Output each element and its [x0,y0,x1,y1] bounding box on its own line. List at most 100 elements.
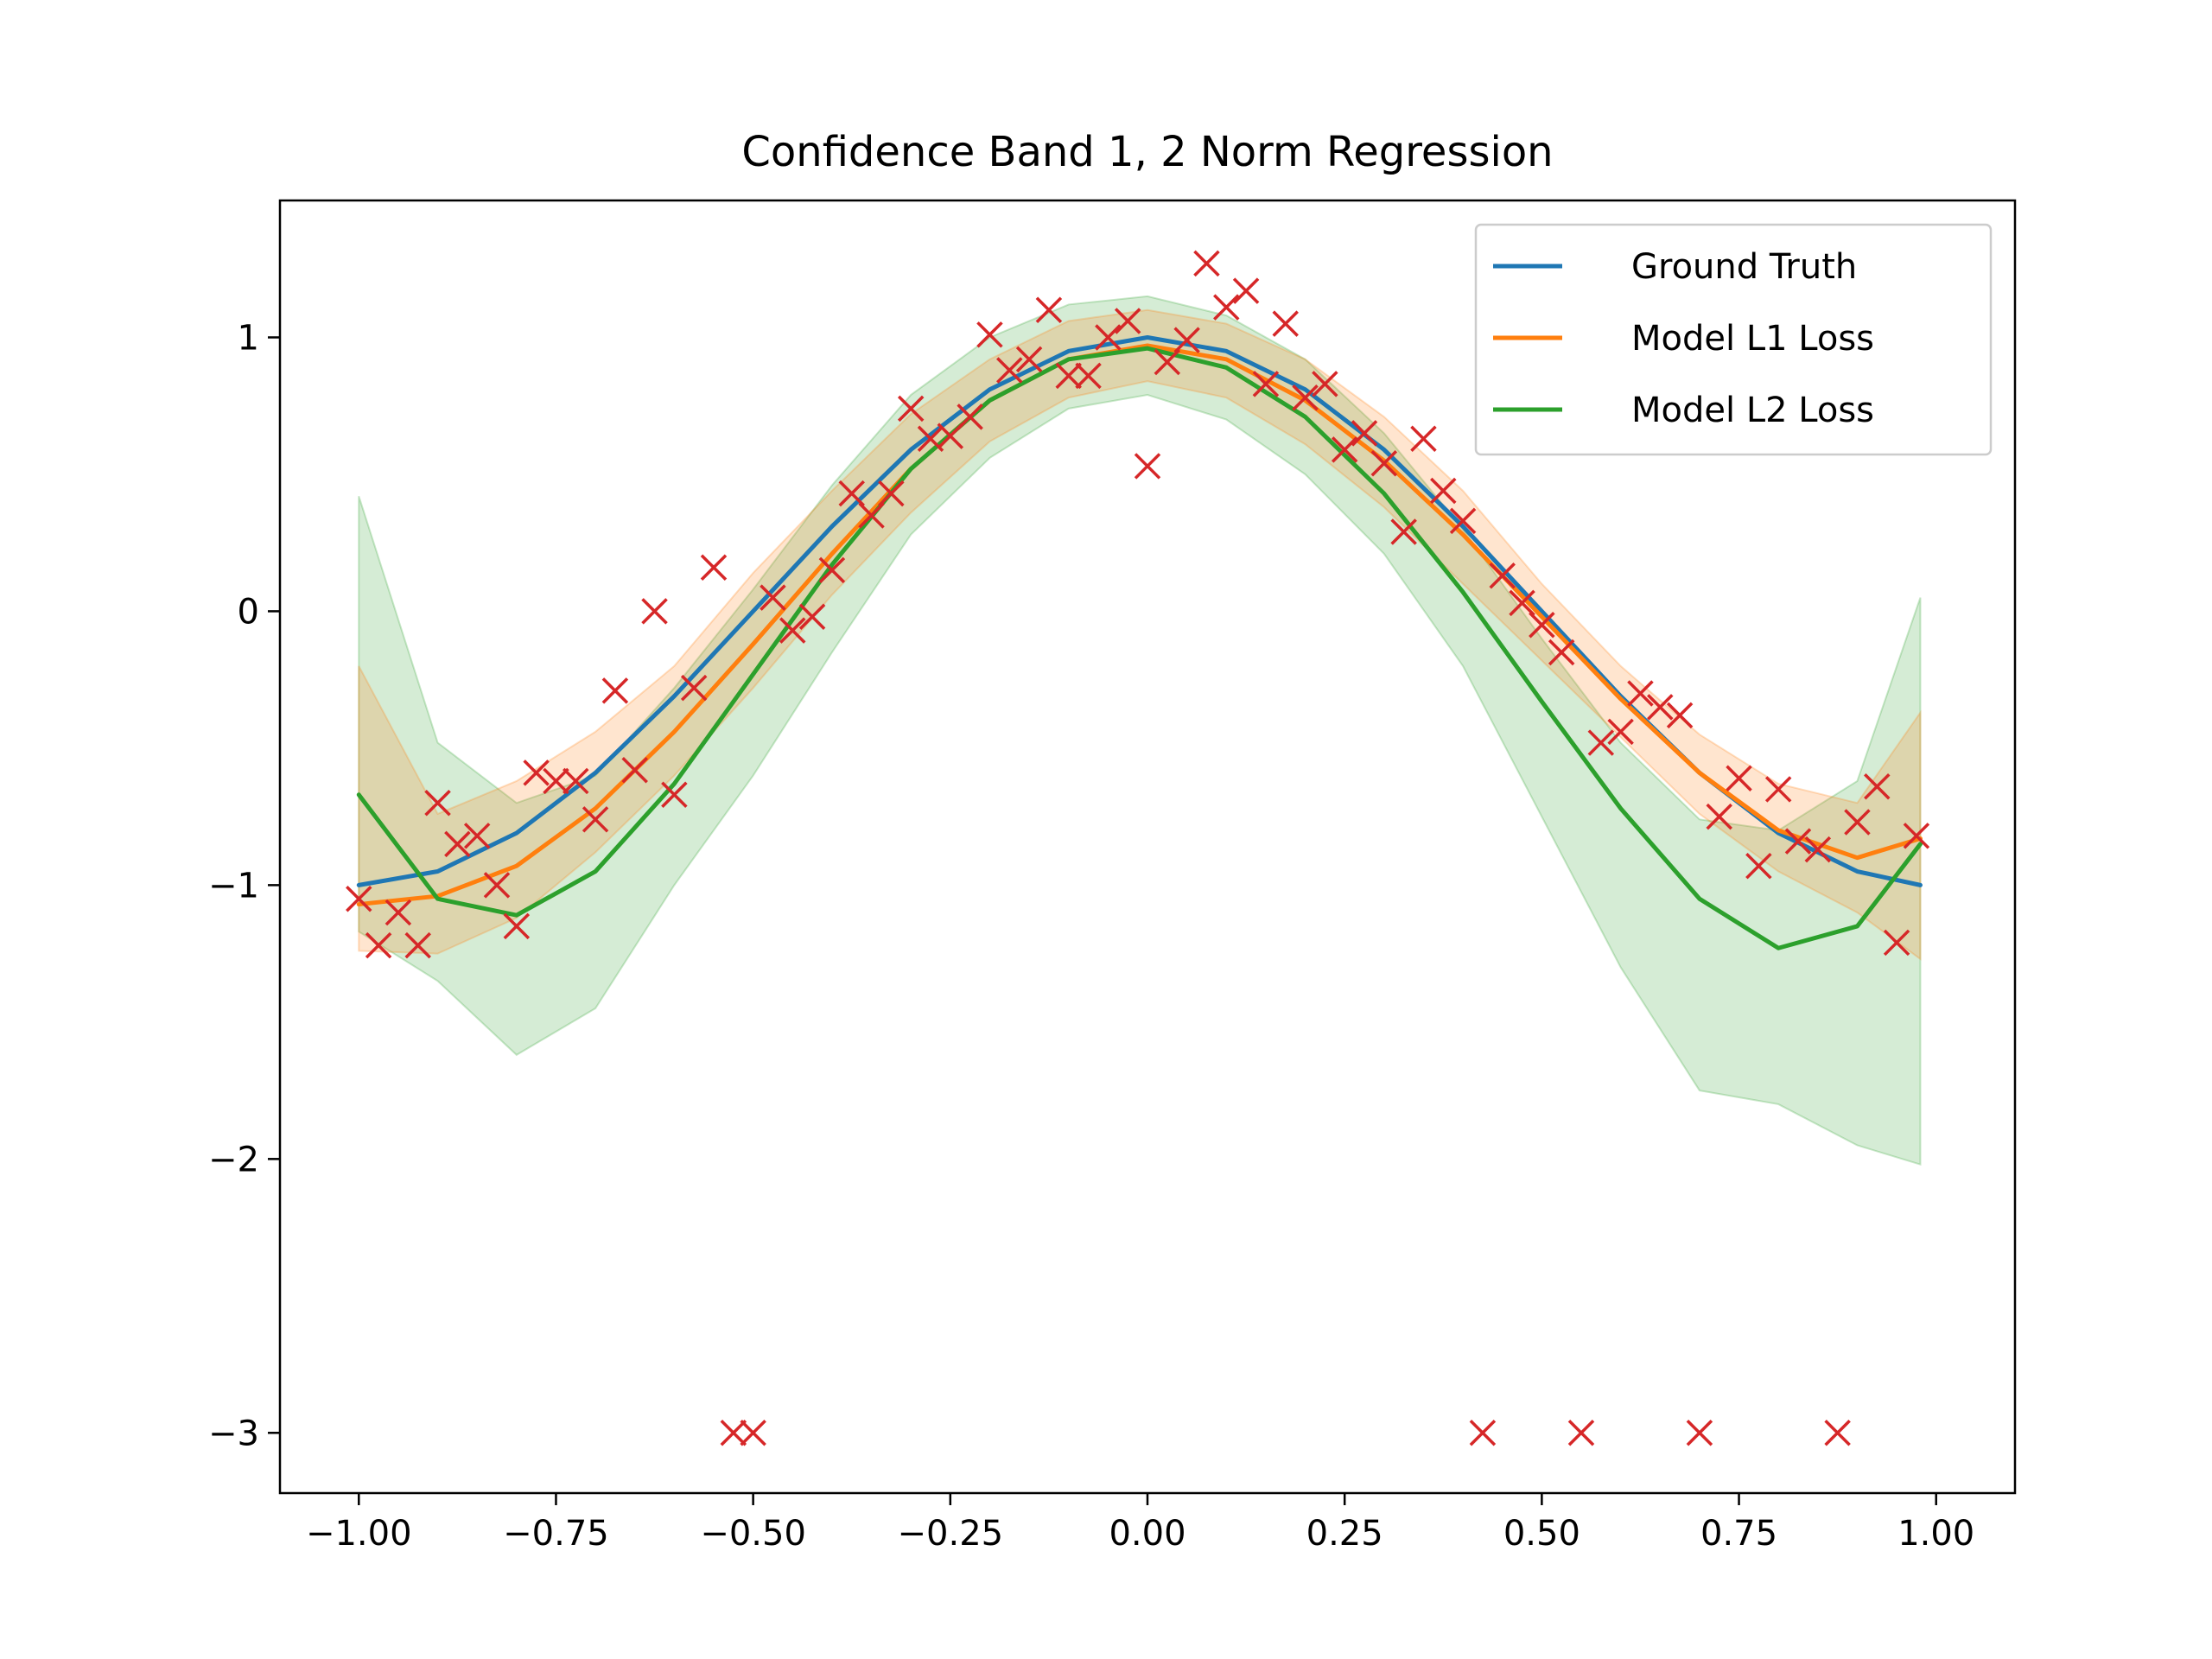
data-point [1351,420,1378,447]
data-point [760,584,786,611]
data-points [346,250,1930,1446]
data-point [1292,384,1319,411]
data-point [720,1420,747,1446]
x-tick-label: 1.00 [1897,1514,1974,1554]
legend-label-model-l1-loss: Model L1 Loss [1631,319,1874,359]
data-point [1883,929,1910,957]
data-point [1015,346,1043,373]
data-point [661,781,688,809]
line-model-l2-loss [356,346,1923,950]
data-point [1114,308,1141,334]
data-point [1726,765,1752,792]
confidence-bands [358,295,1922,1166]
data-point [1154,348,1181,376]
y-tick-label: −3 [208,1414,259,1453]
data-point [365,931,392,959]
x-axis: −1.00 −0.75 −0.50 −0.25 0.00 0.25 0.50 0.75 1.00 [306,1493,1974,1554]
data-point [1252,371,1280,397]
data-point [1804,836,1832,863]
data-point [601,677,629,704]
data-point [1686,1420,1713,1446]
data-point [1449,507,1477,535]
data-point [779,617,806,644]
data-point [563,767,589,795]
data-point [1134,453,1161,480]
data-point [1035,296,1063,324]
chart-title: Confidence Band 1, 2 Norm Regression [741,128,1553,176]
data-point [740,1420,766,1446]
legend-box [1474,223,1993,456]
series-lines [356,334,1923,950]
y-tick-label: 0 [238,592,259,632]
x-tick-label: −0.25 [898,1514,1004,1554]
data-point [1410,425,1437,452]
data-point [1095,324,1122,351]
data-point [1370,450,1398,477]
data-point [424,790,451,817]
band-model-l1-loss [358,308,1922,961]
data-point [700,554,728,581]
data-point [1567,1420,1595,1446]
data-point [976,321,1003,348]
legend: Ground Truth Model L1 Loss Model L2 Loss [1474,223,1993,456]
y-tick-label: −1 [208,866,259,906]
band-model-l2-loss [358,295,1922,1166]
data-point [1469,1420,1497,1446]
data-point [1607,718,1634,746]
data-point [1075,362,1102,390]
data-point [404,931,431,959]
x-tick-label: 0.00 [1109,1514,1185,1554]
y-tick-label: −2 [208,1140,259,1179]
data-point [1272,310,1299,337]
data-point [680,674,708,702]
data-point [385,899,412,926]
data-point [1430,477,1457,505]
data-point [1903,823,1930,849]
data-point [1706,803,1732,830]
data-point [1587,729,1615,756]
data-point [897,395,925,423]
data-point [1627,680,1654,707]
data-point [1666,702,1694,729]
data-point [957,404,983,430]
data-point [543,767,569,795]
x-tick-label: 0.25 [1306,1514,1383,1554]
data-point [1390,518,1417,545]
x-tick-label: −1.00 [306,1514,412,1554]
data-point [996,357,1023,384]
data-point [1312,371,1338,397]
data-point [1824,1420,1851,1446]
data-point [1331,436,1358,463]
data-point [838,480,865,507]
data-point [1213,294,1240,321]
data-point [798,603,826,631]
legend-label-model-l2-loss: Model L2 Loss [1631,391,1874,430]
data-point [1844,809,1871,836]
x-tick-label: 0.50 [1503,1514,1580,1554]
data-point [818,556,846,584]
data-point [641,598,668,625]
data-point [483,872,511,899]
data-point [878,480,905,507]
data-point [621,757,648,784]
data-point [1193,250,1220,277]
data-point [1784,828,1812,855]
data-point [444,830,471,858]
x-tick-label: −0.75 [503,1514,609,1554]
data-point [1232,277,1260,304]
legend-label-ground-truth: Ground Truth [1631,247,1857,287]
data-point [1489,562,1516,589]
data-point [1529,612,1555,639]
x-tick-label: 0.75 [1700,1514,1777,1554]
data-point [1055,362,1082,390]
data-point [346,885,372,912]
data-point [858,502,885,529]
data-point [1745,852,1772,880]
data-point [503,912,531,940]
data-point [1764,776,1792,803]
data-point [1509,589,1535,617]
data-point [1864,773,1891,800]
y-axis: 1 0 −1 −2 −3 [208,318,280,1453]
data-point [463,823,491,849]
